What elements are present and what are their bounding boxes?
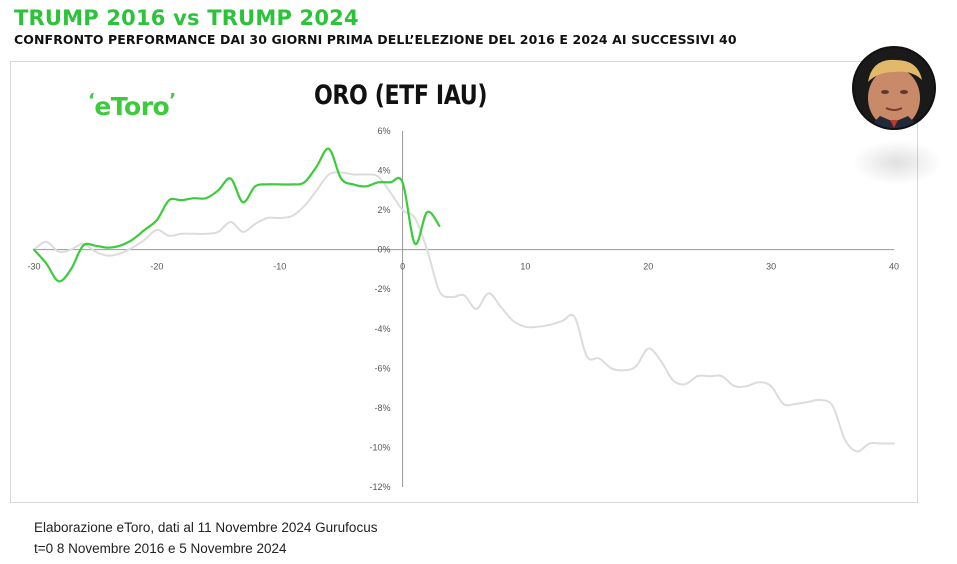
y-tick-label: -6% — [375, 363, 391, 373]
footer-source: Elaborazione eToro, dati al 11 Novembre … — [34, 520, 378, 535]
etoro-logo-icon: ‘ — [88, 90, 95, 111]
x-tick-label: 0 — [400, 262, 405, 272]
main-title: TRUMP 2016 vs TRUMP 2024 — [14, 6, 359, 30]
y-tick-label: -4% — [375, 324, 391, 334]
x-tick-label: 10 — [520, 262, 530, 272]
x-tick-label: 30 — [766, 262, 776, 272]
y-tick-label: -10% — [370, 442, 391, 452]
portrait-icon — [854, 48, 934, 128]
series-line-2024 — [32, 147, 441, 283]
etoro-logo-text: eToro — [94, 92, 170, 121]
y-tick-label: 6% — [378, 126, 391, 136]
x-tick-label: -10 — [273, 262, 286, 272]
x-tick-label: -30 — [27, 262, 40, 272]
footer-reference-dates: t=0 8 Novembre 2016 e 5 Novembre 2024 — [34, 541, 287, 556]
y-tick-label: 2% — [378, 205, 391, 215]
etoro-logo-tail-icon: ’ — [169, 90, 176, 111]
chart-axes — [34, 131, 894, 487]
chart: -30 -20 -10 0 10 20 30 40 6% 4% 2% 0% -2% -4% -6% -8% -1… — [27, 126, 899, 492]
y-tick-label: -2% — [375, 284, 391, 294]
chart-title: ORO (ETF IAU) — [314, 80, 488, 111]
x-tick-label: 40 — [889, 262, 899, 272]
chart-series-layer — [32, 147, 895, 453]
chart-frame — [10, 61, 918, 503]
y-tick-label: -12% — [370, 482, 391, 492]
x-tick-label: -20 — [150, 262, 163, 272]
series-line-2016 — [33, 171, 895, 453]
x-tick-label: 20 — [643, 262, 653, 272]
y-tick-label: 4% — [378, 166, 391, 176]
chart-tick-labels: -30 -20 -10 0 10 20 30 40 6% 4% 2% 0% -2% -4% -6% -8% -1… — [27, 126, 899, 492]
y-tick-label: -8% — [375, 403, 391, 413]
portrait-avatar — [854, 48, 934, 128]
etoro-logo: ‘eToro’ — [88, 90, 176, 121]
avatar-shadow — [852, 140, 942, 185]
y-tick-label: 0% — [378, 245, 391, 255]
subtitle: CONFRONTO PERFORMANCE DAI 30 GIORNI PRIM… — [14, 32, 737, 47]
